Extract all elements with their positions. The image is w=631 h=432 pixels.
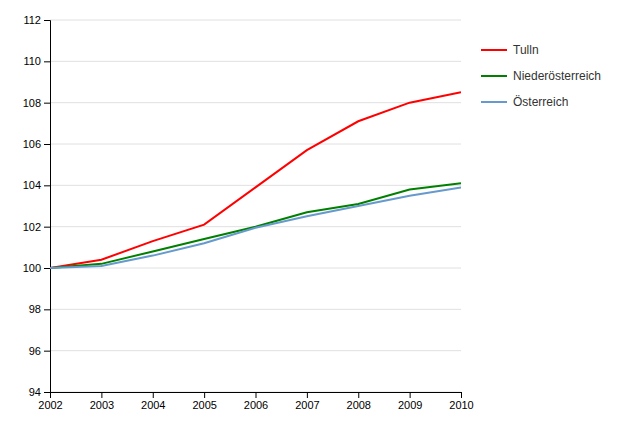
y-tick-mark (44, 351, 50, 352)
x-tick: 2006 (244, 392, 268, 411)
series-line (50, 187, 461, 268)
x-tick: 2009 (398, 392, 422, 411)
y-tick: 96 (29, 345, 50, 357)
y-tick-label: 106 (23, 138, 41, 150)
x-tick-mark (256, 392, 257, 398)
x-tick: 2005 (192, 392, 216, 411)
grid-line (50, 144, 461, 145)
legend-label: Tulln (513, 43, 539, 57)
x-tick: 2010 (449, 392, 473, 411)
y-tick-label: 108 (23, 97, 41, 109)
x-tick-label: 2002 (38, 399, 62, 411)
legend: Tulln Niederösterreich Österreich (481, 43, 601, 109)
y-tick-mark (44, 61, 50, 62)
x-tick: 2007 (295, 392, 319, 411)
x-tick-label: 2010 (449, 399, 473, 411)
series-line (50, 92, 461, 268)
chart: 2002 2003 2004 2005 2006 2007 2008 2009 2010 94 96… (0, 0, 631, 432)
x-axis-line (51, 393, 462, 399)
legend-swatch (481, 101, 507, 103)
x-tick-label: 2008 (347, 399, 371, 411)
legend-item: Österreich (481, 95, 568, 109)
x-tick-label: 2004 (141, 399, 165, 411)
legend-label: Niederösterreich (513, 69, 601, 83)
y-tick: 106 (23, 138, 50, 150)
legend-item: Niederösterreich (481, 69, 601, 83)
y-tick-mark (44, 268, 50, 269)
x-tick-label: 2006 (244, 399, 268, 411)
grid (50, 20, 461, 392)
x-tick-mark (307, 392, 308, 398)
grid-line (50, 102, 461, 103)
y-tick: 104 (23, 179, 50, 191)
legend-label: Österreich (513, 95, 568, 109)
grid-line (50, 20, 461, 21)
x-tick: 2002 (38, 392, 62, 411)
x-axis: 2002 2003 2004 2005 2006 2007 2008 2009 2010 (38, 392, 473, 411)
x-tick-mark (153, 392, 154, 398)
y-axis-line (44, 21, 51, 393)
x-tick-mark (461, 392, 462, 398)
y-tick-mark (44, 20, 50, 21)
x-tick: 2004 (141, 392, 165, 411)
x-tick-label: 2003 (90, 399, 114, 411)
grid-line (50, 268, 461, 269)
y-tick-label: 112 (23, 14, 41, 26)
y-tick-mark (44, 227, 50, 228)
y-tick: 110 (23, 55, 50, 67)
legend-swatch (481, 75, 507, 77)
grid-line (50, 185, 461, 186)
legend-swatch (481, 49, 507, 51)
y-tick: 100 (23, 262, 50, 274)
x-tick-label: 2009 (398, 399, 422, 411)
series-line (50, 183, 461, 268)
x-tick-mark (101, 392, 102, 398)
plot: 2002 2003 2004 2005 2006 2007 2008 2009 2010 94 96… (23, 14, 474, 411)
x-tick-label: 2007 (295, 399, 319, 411)
x-tick-mark (358, 392, 359, 398)
x-tick: 2008 (347, 392, 371, 411)
y-tick: 108 (23, 97, 50, 109)
x-tick-mark (410, 392, 411, 398)
y-tick-label: 96 (29, 345, 41, 357)
y-tick-label: 102 (23, 221, 41, 233)
y-tick-mark (44, 309, 50, 310)
x-tick: 2003 (90, 392, 114, 411)
grid-line (50, 309, 461, 310)
y-tick-label: 98 (29, 303, 41, 315)
y-tick: 98 (29, 303, 50, 315)
y-tick-label: 94 (29, 386, 41, 398)
y-axis: 94 96 98 100 102 104 106 108 110 112 (23, 14, 51, 398)
y-tick-mark (44, 103, 50, 104)
y-tick-label: 110 (23, 55, 41, 67)
legend-item: Tulln (481, 43, 539, 57)
y-tick-mark (44, 185, 50, 186)
y-tick: 112 (23, 14, 50, 26)
lines (50, 92, 461, 268)
y-tick-label: 104 (23, 179, 41, 191)
y-tick-mark (44, 392, 50, 393)
grid-line (50, 350, 461, 351)
x-tick-mark (204, 392, 205, 398)
y-tick: 102 (23, 221, 50, 233)
x-tick-label: 2005 (192, 399, 216, 411)
y-tick-label: 100 (23, 262, 41, 274)
y-tick-mark (44, 144, 50, 145)
grid-line (50, 61, 461, 62)
y-tick: 94 (29, 386, 50, 398)
